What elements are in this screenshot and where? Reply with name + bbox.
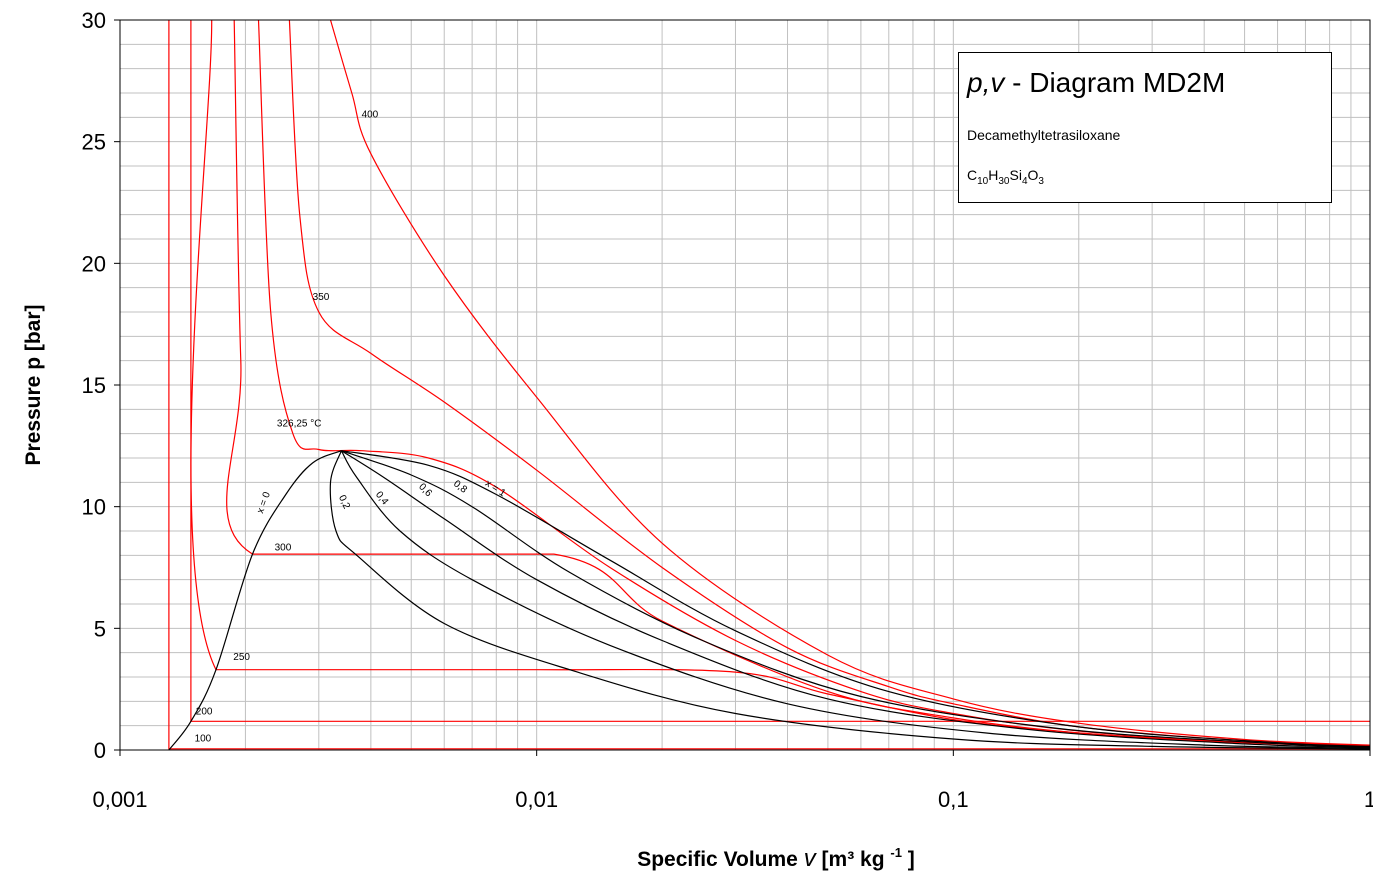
isotherm-label: 300 xyxy=(275,542,292,553)
chemical-formula: C10H30Si4O3 xyxy=(967,167,1044,187)
quality-lines xyxy=(168,450,1370,750)
x-axis-title-prefix: Specific Volume xyxy=(637,848,804,871)
legend-box: p,v - Diagram MD2M Decamethyltetrasiloxa… xyxy=(958,52,1332,203)
legend-title-text: - Diagram MD2M xyxy=(1004,67,1226,98)
quality-line xyxy=(340,450,1370,749)
quality-line xyxy=(329,450,1370,750)
isotherm-label: 400 xyxy=(362,109,379,120)
y-tick-label: 20 xyxy=(82,251,106,276)
quality-label: x = 1 xyxy=(483,478,508,499)
x-tick-label: 0,001 xyxy=(92,787,147,812)
x-tick-label: 0,1 xyxy=(938,787,969,812)
quality-label: 0,2 xyxy=(336,494,352,512)
legend-title-symbol: p,v xyxy=(967,67,1005,98)
isotherm-label: 200 xyxy=(196,707,213,718)
isotherm-label: 250 xyxy=(233,652,250,663)
quality-line xyxy=(168,450,342,750)
quality-line xyxy=(341,450,1370,748)
quality-line xyxy=(341,450,1370,748)
quality-label: x = 0 xyxy=(255,490,273,515)
axis-ticks: 0 5 10 15 20 25 30 0,001 0,01 0,1 1 xyxy=(82,8,1373,812)
substance-name: Decamethyltetrasiloxane xyxy=(967,127,1121,143)
formula-subscript: 10 xyxy=(977,175,989,187)
isotherm-line xyxy=(168,20,1370,750)
formula-element: H xyxy=(988,167,999,183)
formula-subscript: 3 xyxy=(1038,175,1044,187)
legend-title: p,v - Diagram MD2M xyxy=(967,67,1225,99)
y-tick-label: 0 xyxy=(94,738,106,763)
y-tick-label: 10 xyxy=(82,495,106,520)
isotherm-line xyxy=(226,20,1370,747)
y-axis-title: Pressure p [bar] xyxy=(22,304,45,465)
y-tick-label: 25 xyxy=(82,130,106,155)
quality-line xyxy=(341,450,1370,747)
x-axis-title-exponent: -1 xyxy=(890,845,902,860)
isotherm-label: 100 xyxy=(195,733,212,744)
isotherm-line xyxy=(329,20,1370,746)
quality-label: 0,8 xyxy=(451,478,469,495)
x-axis-title-symbol: v xyxy=(804,845,818,872)
isotherm-label: 350 xyxy=(313,292,330,303)
y-tick-label: 30 xyxy=(82,8,106,33)
curve-labels: 100 200 250 300 326,25 °C 350 400 x = 0 0,2 0,4 0,… xyxy=(195,109,508,744)
y-tick-label: 15 xyxy=(82,373,106,398)
formula-subscript: 4 xyxy=(1021,175,1028,187)
x-tick-label: 1 xyxy=(1364,787,1373,812)
quality-label: 0,4 xyxy=(373,490,390,508)
x-axis-title: Specific Volume v [m³ kg -1 ] xyxy=(637,839,915,872)
formula-element: O xyxy=(1027,167,1039,183)
x-axis-title-units: [m³ kg xyxy=(822,848,885,871)
x-axis-title-close: ] xyxy=(908,848,915,871)
isotherm-label: 326,25 °C xyxy=(277,418,322,429)
formula-element: C xyxy=(967,167,978,183)
grid xyxy=(119,19,1370,751)
formula-element: Si xyxy=(1009,167,1022,183)
y-tick-label: 5 xyxy=(94,616,106,641)
x-tick-label: 0,01 xyxy=(515,787,558,812)
formula-subscript: 30 xyxy=(998,175,1010,187)
